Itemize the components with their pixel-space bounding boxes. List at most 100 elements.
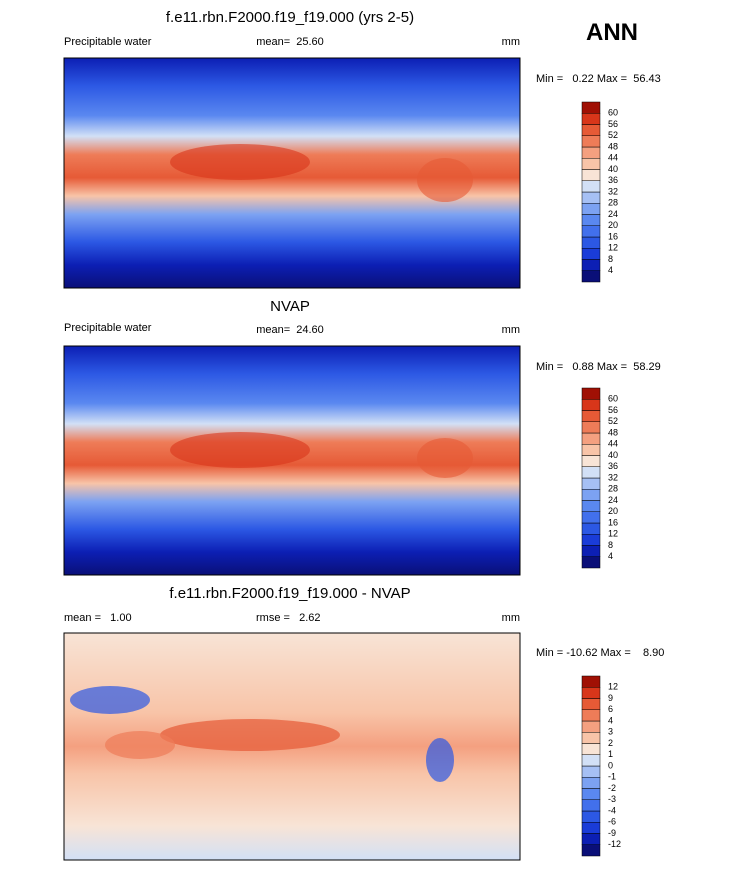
units: mm [502,36,520,48]
colorbar-label: -4 [608,805,616,815]
colorbar-label: 8 [608,540,613,550]
colorbar-label: 4 [608,551,613,561]
colorbar-box [581,203,601,215]
colorbar-box [581,158,601,170]
colorbar-label: 12 [608,529,618,539]
map-feature [417,158,473,202]
colorbar-box [581,534,601,546]
colorbar-label: 56 [608,405,618,415]
colorbar-box [581,410,601,422]
colorbar-box [581,270,601,283]
colorbar-box [581,489,601,501]
left-label: Precipitable water [64,36,152,48]
colorbar-label: -1 [608,772,616,782]
colorbar-label: 20 [608,506,618,516]
colorbar-label: -6 [608,817,616,827]
colorbar-box [581,545,601,557]
min-max: Min = 0.88 Max = 58.29 [536,361,661,373]
colorbar-box [581,169,601,181]
colorbar-label: 1 [608,749,613,759]
colorbar-label: 24 [608,209,618,219]
min-max: Min = 0.22 Max = 56.43 [536,73,661,85]
map-feature [170,432,310,468]
colorbar-box [581,810,601,823]
colorbar-box [581,214,601,226]
colorbar-box [581,709,601,722]
colorbar-box [581,466,601,479]
colorbar-label: 20 [608,220,618,230]
map-feature [105,731,175,759]
colorbar-box [581,477,601,490]
colorbar-label: -2 [608,783,616,793]
panel-title: NVAP [270,298,310,315]
colorbar-label: 6 [608,704,613,714]
colorbar-label: 4 [608,715,613,725]
colorbar-label: 40 [608,450,618,460]
colorbar-label: 52 [608,130,618,140]
colorbar-box [581,788,601,800]
colorbar-box [581,720,601,733]
colorbar-box [581,444,601,456]
colorbar-label: 36 [608,175,618,185]
colorbar-box [581,675,601,688]
colorbar-label: 60 [608,108,618,118]
colorbar-box [581,432,601,445]
colorbar-box [581,833,601,845]
left-label: mean = 1.00 [64,612,132,624]
colorbar-label: 24 [608,495,618,505]
center-label: mean= 24.60 [256,324,324,336]
units: mm [502,612,520,624]
colorbar-label: 56 [608,119,618,129]
colorbar-box [581,687,601,699]
colorbar-label: 48 [608,427,618,437]
colorbar-box [581,754,601,767]
colorbar-label: 4 [608,265,613,275]
colorbar-box [581,511,601,524]
colorbar-box [581,844,601,857]
map-feature [160,719,340,751]
colorbar-label: -12 [608,839,621,849]
colorbar-label: 2 [608,738,613,748]
colorbar-box [581,399,601,411]
panel-title: f.e11.rbn.F2000.f19_f19.000 - NVAP [169,585,410,602]
colorbar-label: 3 [608,727,613,737]
colorbar-label: 60 [608,394,618,404]
colorbar-label: 48 [608,141,618,151]
colorbar-label: 16 [608,231,618,241]
colorbar-box [581,225,601,238]
colorbar-label: 52 [608,416,618,426]
colorbar-label: 28 [608,198,618,208]
map-feature [170,144,310,180]
colorbar-label: 28 [608,484,618,494]
colorbar-label: 0 [608,760,613,770]
colorbar-box [581,765,601,778]
colorbar-box [581,455,601,467]
colorbar-label: 32 [608,472,618,482]
colorbar-box [581,698,601,710]
colorbar-box [581,500,601,512]
colorbar-label: 8 [608,254,613,264]
colorbar-box [581,799,601,812]
colorbar-box [581,522,601,535]
colorbar-label: 36 [608,461,618,471]
colorbar-box [581,180,601,193]
colorbar-label: 40 [608,164,618,174]
colorbar-box [581,777,601,789]
colorbar-label: 32 [608,186,618,196]
colorbar-label: 44 [608,439,618,449]
colorbar-box [581,421,601,434]
map-feature [426,738,454,782]
colorbar-box [581,732,601,744]
colorbar-label: 9 [608,693,613,703]
left-label: Precipitable water [64,322,152,334]
colorbar-box [581,236,601,249]
center-label: rmse = 2.62 [256,612,321,624]
colorbar-label: 12 [608,243,618,253]
min-max: Min = -10.62 Max = 8.90 [536,647,664,659]
colorbar-box [581,101,601,114]
colorbar-box [581,743,601,755]
colorbar-box [581,146,601,159]
season-label: ANN [586,19,638,46]
panel-title: f.e11.rbn.F2000.f19_f19.000 (yrs 2-5) [166,9,414,26]
